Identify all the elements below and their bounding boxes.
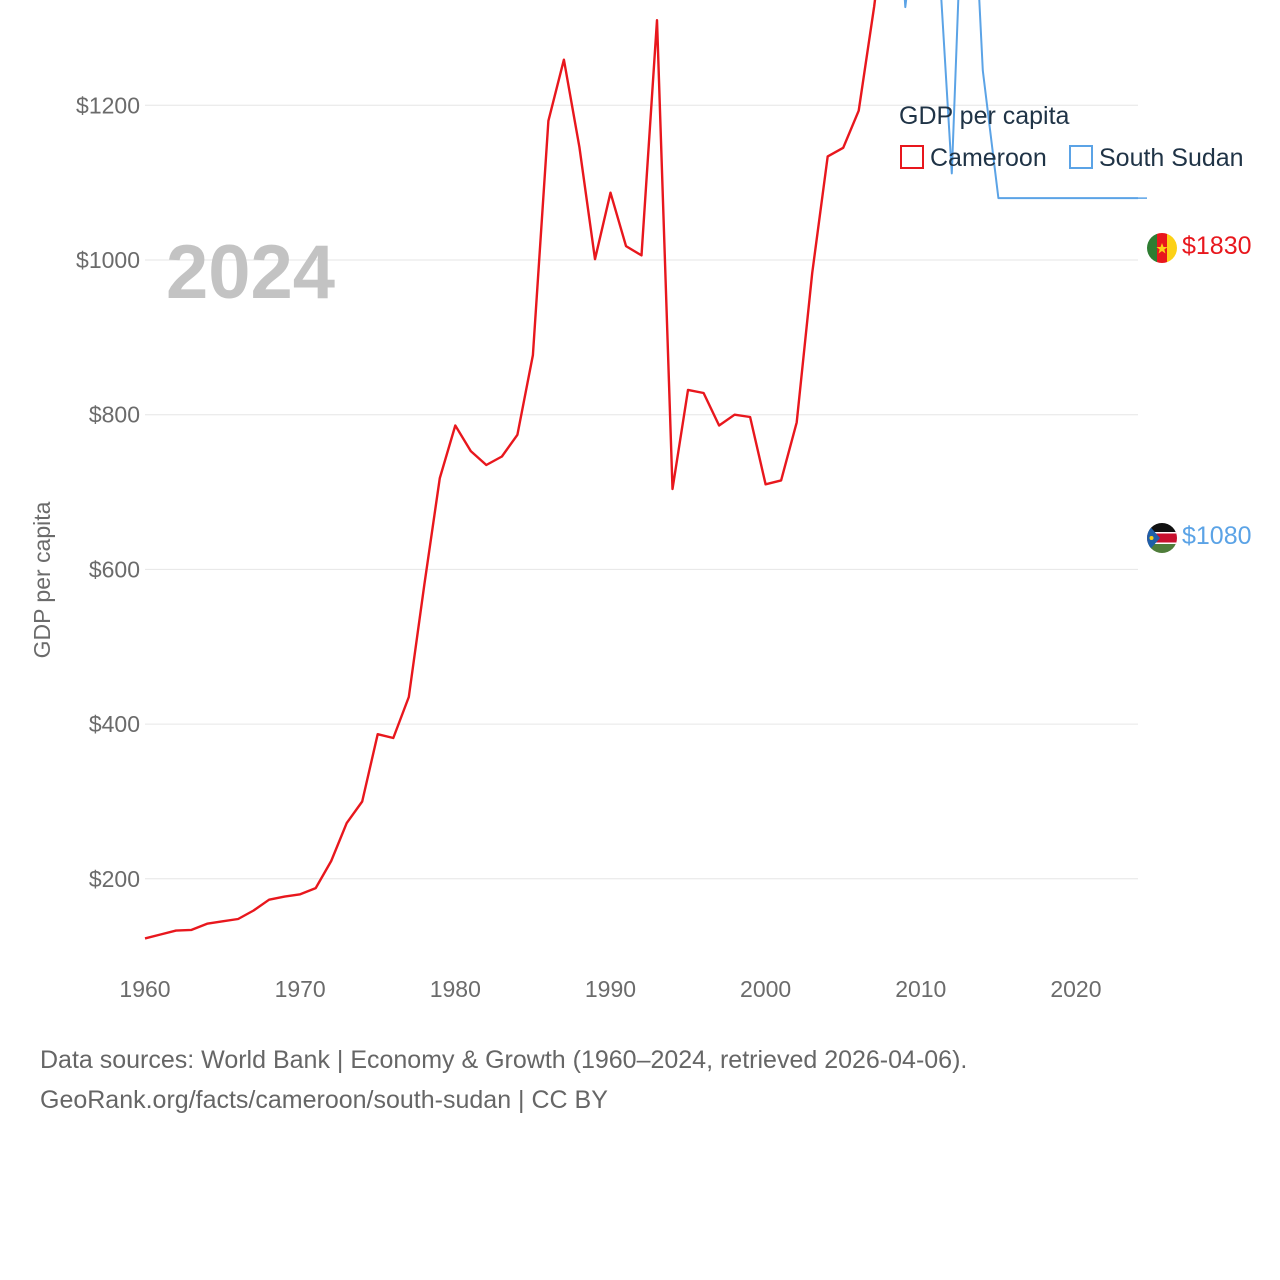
south-sudan-flag-icon (1147, 523, 1177, 553)
footer: Data sources: World Bank | Economy & Gro… (40, 1040, 967, 1120)
legend[interactable]: GDP per capita Cameroon South Sudan (899, 102, 1244, 172)
x-tick-label: 1990 (585, 976, 636, 1002)
y-tick-label: $200 (89, 866, 140, 892)
series-line-south-sudan[interactable] (890, 0, 1138, 200)
source-link[interactable]: GeoRank.org/facts/cameroon/south-sudan |… (40, 1086, 608, 1114)
data-sources-text: Data sources: World Bank | Economy & Gro… (40, 1046, 968, 1074)
y-tick-label: $400 (89, 711, 140, 737)
cameroon-end-value: $1830 (1182, 232, 1252, 260)
x-tick-label: 1970 (275, 976, 326, 1002)
legend-swatch-south-sudan[interactable] (1069, 145, 1093, 169)
x-axis-ticks: 1960 1970 1980 1990 2000 2010 2020 (119, 976, 1101, 1002)
grid-lines (145, 104, 1138, 880)
x-tick-label: 2010 (895, 976, 946, 1002)
south-sudan-end-value: $1080 (1182, 522, 1252, 550)
series-layer (144, 0, 1147, 940)
y-axis-ticks: $200$400$600$800$1000$1200$1400$1600$180… (76, 92, 140, 892)
legend-label-cameroon[interactable]: Cameroon (930, 144, 1047, 172)
year-watermark: 2024 (166, 230, 335, 315)
legend-swatch-cameroon[interactable] (900, 145, 924, 169)
x-tick-label: 1960 (119, 976, 170, 1002)
y-tick-label: $800 (89, 402, 140, 428)
x-tick-label: 2000 (740, 976, 791, 1002)
cameroon-flag-icon (1147, 233, 1177, 263)
gdp-line-chart: $200$400$600$800$1000$1200$1400$1600$180… (29, 0, 1252, 1002)
legend-label-south-sudan[interactable]: South Sudan (1099, 144, 1244, 172)
series-line-cameroon[interactable] (144, 0, 1138, 940)
y-tick-label: $1000 (76, 247, 140, 273)
y-tick-label: $1200 (76, 92, 140, 118)
x-tick-label: 2020 (1050, 976, 1101, 1002)
x-tick-label: 1980 (430, 976, 481, 1002)
legend-title: GDP per capita (899, 102, 1070, 130)
y-axis-label: GDP per capita (29, 501, 55, 658)
y-tick-label: $600 (89, 556, 140, 582)
